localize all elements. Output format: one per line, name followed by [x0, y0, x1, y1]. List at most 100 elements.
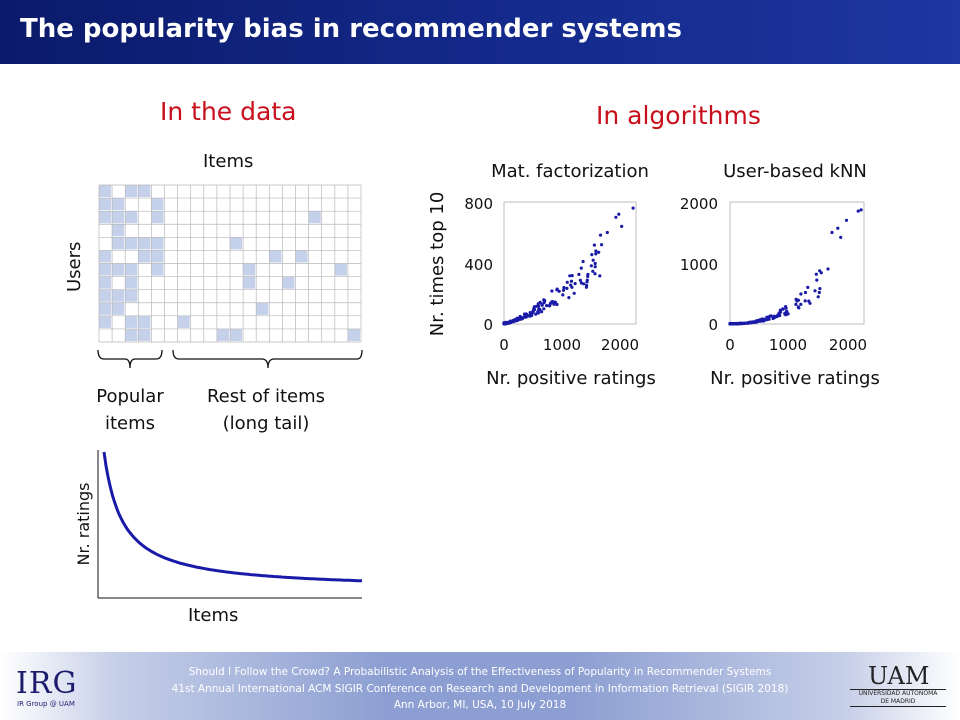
scatter-point [781, 307, 785, 311]
scatter-point [578, 278, 582, 282]
scatter-point [589, 264, 593, 268]
knn-ytick-0: 0 [708, 316, 718, 334]
scatter-point [537, 304, 541, 308]
scatter-point [819, 271, 823, 275]
matrix-users-label: Users [64, 241, 85, 292]
scatter-point [532, 305, 536, 309]
scatter-point [813, 289, 817, 293]
mf-ytick-0: 0 [483, 316, 493, 334]
scatter-point [806, 285, 810, 289]
rest-label-line1: Rest of items [206, 386, 326, 407]
algorithms-section-heading: In algorithms [596, 101, 761, 130]
scatter-point [570, 274, 574, 278]
scatter-point [585, 278, 589, 282]
scatter-point [553, 300, 557, 304]
scatter-point [550, 289, 554, 293]
scatter-point [561, 293, 565, 297]
scatter-point [778, 313, 782, 318]
mf-ylabel: Nr. times top 10 [427, 192, 448, 337]
scatter-point [818, 287, 822, 291]
scatter-point [542, 298, 546, 302]
matrix-rating-cell [230, 237, 243, 250]
scatter-point [803, 290, 808, 295]
scatter-point [555, 287, 559, 291]
scatter-point [569, 279, 573, 283]
mf-xtick-1000: 1000 [543, 336, 581, 354]
scatter-point [830, 230, 834, 235]
scatter-point [590, 253, 594, 257]
scatter-point [598, 274, 602, 278]
scatter-point [734, 322, 738, 326]
matrix-items-label: Items [203, 151, 254, 172]
mf-title: Mat. factorization [491, 161, 649, 182]
footer-paper-title: Should I Follow the Crowd? A Probabilist… [188, 666, 772, 678]
scatter-point [614, 215, 618, 219]
scatter-point [586, 272, 590, 277]
matrix-rating-cell [138, 328, 151, 341]
scatter-point [766, 316, 770, 320]
matrix-rating-cell [151, 211, 164, 224]
matrix-rating-cell [138, 250, 151, 263]
scatter-point [565, 286, 569, 290]
scatter-point [784, 313, 788, 317]
matrix-rating-cell [99, 263, 112, 276]
scatter-point [631, 206, 635, 210]
knn-xtick-1000: 1000 [769, 336, 807, 354]
scatter-point [550, 300, 554, 304]
scatter-point [728, 322, 732, 326]
data-section-heading: In the data [160, 97, 297, 126]
popular-label-line1: Popular [96, 386, 164, 407]
scatter-point [577, 272, 581, 276]
matrix-rating-cell [269, 250, 282, 263]
matrix-rating-cell [112, 289, 125, 302]
scatter-point [562, 286, 566, 290]
scatter-point [784, 306, 788, 310]
uam-logo-subtitle: UNIVERSIDAD AUTONOMA DE MADRID [850, 689, 946, 707]
scatter-point [815, 278, 819, 282]
scatter-point [772, 314, 777, 318]
scatter-point [569, 283, 573, 287]
popular-label-line2: items [104, 413, 156, 434]
matrix-rating-cell [125, 276, 138, 289]
scatter-point [540, 310, 544, 314]
matrix-rating-cell [256, 302, 269, 315]
uam-sub1: UNIVERSIDAD AUTONOMA [858, 690, 938, 697]
matrix-rating-cell [151, 263, 164, 276]
scatter-point [859, 208, 863, 212]
matrix-rating-cell [230, 328, 243, 341]
scatter-point [761, 318, 765, 323]
rest-brace [172, 349, 363, 369]
scatter-point [581, 259, 585, 264]
scatter-point [593, 261, 597, 266]
footer-conference: 41st Annual International ACM SIGIR Conf… [171, 683, 789, 695]
scatter-point [592, 243, 596, 247]
knn-ytick-2000: 2000 [680, 195, 718, 213]
scatter-point [530, 310, 535, 314]
scatter-point [593, 272, 597, 276]
long-tail-ylabel: Nr. ratings [74, 483, 93, 566]
scatter-point [600, 243, 604, 247]
matrix-rating-cell [138, 315, 151, 328]
scatter-point [799, 302, 803, 306]
matrix-rating-cell [347, 328, 360, 341]
matrix-rating-cell [112, 237, 125, 250]
knn-title: User-based kNN [723, 161, 867, 182]
irg-logo-subtitle: IR Group @ UAM [17, 700, 75, 708]
mf-plot-area [503, 201, 637, 325]
matrix-rating-cell [308, 211, 321, 224]
mf-xtick-2000: 2000 [601, 336, 639, 354]
matrix-rating-cell [138, 185, 151, 198]
scatter-point [797, 306, 801, 310]
matrix-rating-cell [112, 302, 125, 315]
matrix-rating-cell [99, 185, 112, 198]
matrix-rating-cell [334, 263, 347, 276]
matrix-rating-cell [151, 237, 164, 250]
matrix-rating-cell [138, 237, 151, 250]
popular-items-label: Popular items [80, 386, 180, 434]
matrix-rating-cell [177, 315, 190, 328]
scatter-point [594, 252, 598, 256]
scatter-point [536, 311, 540, 315]
matrix-rating-cell [112, 263, 125, 276]
scatter-point [508, 319, 513, 323]
matrix-rating-cell [243, 263, 256, 276]
